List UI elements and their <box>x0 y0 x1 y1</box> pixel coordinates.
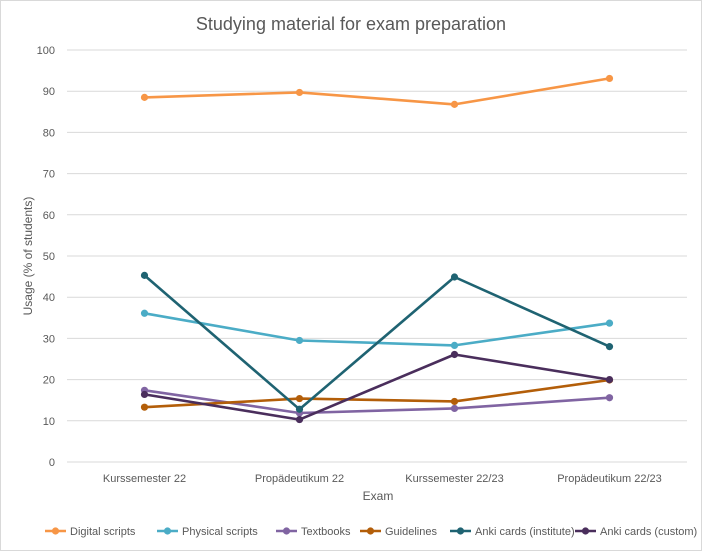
data-point <box>140 403 149 411</box>
y-tick-label: 10 <box>43 416 55 428</box>
y-tick-label: 0 <box>49 457 55 469</box>
data-point <box>450 273 459 281</box>
legend-item: Anki cards (custom) <box>575 526 697 538</box>
legend-label: Digital scripts <box>70 526 136 538</box>
data-point <box>140 309 149 317</box>
legend-swatch-marker <box>163 527 172 535</box>
legend-label: Textbooks <box>301 526 351 538</box>
data-point <box>295 336 304 345</box>
y-tick-label: 40 <box>43 292 55 304</box>
data-point <box>605 74 614 83</box>
y-axis-title: Usage (% of students) <box>21 197 35 316</box>
series-line <box>143 311 611 347</box>
chart-title: Studying material for exam preparation <box>196 14 506 34</box>
data-point <box>605 319 614 327</box>
legend-item: Physical scripts <box>157 526 258 538</box>
y-tick-label: 20 <box>43 375 55 387</box>
data-point <box>450 397 459 406</box>
legend-label: Physical scripts <box>182 526 258 538</box>
legend-item: Guidelines <box>360 526 437 538</box>
x-tick-label: Propädeutikum 22/23 <box>557 473 662 485</box>
y-tick-label: 30 <box>43 333 55 345</box>
legend-swatch-marker <box>51 527 60 535</box>
legend: Digital scripts Physical scripts Textbooks… <box>45 526 697 538</box>
series-digital-scripts <box>140 74 614 108</box>
series-line <box>143 274 611 411</box>
data-point <box>450 404 459 413</box>
data-point <box>450 341 459 350</box>
data-point <box>295 405 304 413</box>
legend-label: Anki cards (custom) <box>600 526 697 538</box>
series-line <box>143 388 611 415</box>
data-point <box>140 93 149 101</box>
data-point <box>140 271 149 279</box>
gridlines <box>67 49 687 463</box>
legend-swatch-marker <box>282 527 291 535</box>
data-point <box>450 100 459 108</box>
y-tick-label: 100 <box>37 45 55 57</box>
data-point <box>605 343 614 351</box>
x-axis-title: Exam <box>363 489 394 503</box>
series-lines <box>140 74 614 424</box>
series-anki-cards-custom <box>140 350 614 424</box>
y-tick-label: 60 <box>43 210 55 222</box>
data-point <box>605 376 614 384</box>
data-point <box>140 390 149 399</box>
x-tick-label: Kurssemester 22/23 <box>405 473 503 485</box>
x-tick-label: Kurssemester 22 <box>103 473 186 485</box>
legend-item: Textbooks <box>276 526 351 538</box>
data-point <box>295 394 304 403</box>
x-axis-ticks: Kurssemester 22 Propädeutikum 22 Kurssemes… <box>103 473 662 485</box>
series-textbooks <box>140 386 614 417</box>
series-line <box>143 77 611 106</box>
x-tick-label: Propädeutikum 22 <box>255 473 344 485</box>
legend-swatch-marker <box>456 527 465 535</box>
data-point <box>450 350 459 359</box>
legend-swatch-marker <box>366 527 375 535</box>
series-anki-cards-institute <box>140 271 614 413</box>
data-point <box>295 415 304 424</box>
data-point <box>605 394 614 402</box>
data-point <box>295 88 304 97</box>
series-line <box>143 378 611 409</box>
series-line <box>143 353 611 421</box>
y-tick-label: 90 <box>43 86 55 98</box>
y-axis-ticks: 0 10 20 30 40 50 60 70 80 90 100 <box>37 45 55 469</box>
y-tick-label: 50 <box>43 251 55 263</box>
legend-item: Anki cards (institute) <box>450 526 575 538</box>
y-tick-label: 80 <box>43 127 55 139</box>
legend-swatch-marker <box>581 527 590 535</box>
legend-item: Digital scripts <box>45 526 136 538</box>
legend-label: Guidelines <box>385 526 437 538</box>
legend-label: Anki cards (institute) <box>475 526 575 538</box>
y-tick-label: 70 <box>43 169 55 181</box>
